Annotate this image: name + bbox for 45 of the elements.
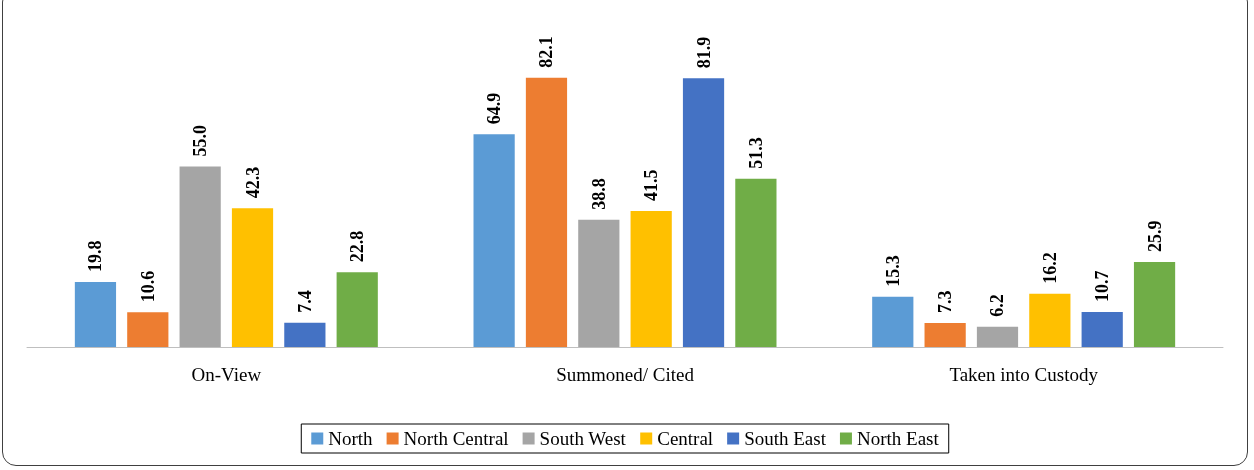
bar <box>872 296 914 347</box>
data-label: 19.8 <box>85 240 106 273</box>
data-label: 22.8 <box>347 230 368 263</box>
bar <box>127 312 169 347</box>
data-label: 64.9 <box>484 92 505 125</box>
x-tick-label: Summoned/ Cited <box>556 364 695 385</box>
data-label: 25.9 <box>1144 220 1165 253</box>
x-tick-label: Taken into Custody <box>949 364 1099 385</box>
bar <box>924 323 966 347</box>
data-label: 41.5 <box>641 169 662 201</box>
data-label: 16.2 <box>1039 252 1060 284</box>
data-label: 42.3 <box>242 166 263 199</box>
bar <box>231 208 274 347</box>
bar <box>1029 293 1071 347</box>
bar <box>1133 262 1176 347</box>
data-label: 7.3 <box>935 290 956 314</box>
bar <box>473 134 515 347</box>
data-label: 7.4 <box>294 290 315 313</box>
bar <box>525 77 568 347</box>
data-label: 10.7 <box>1092 270 1113 302</box>
bar <box>1081 311 1123 347</box>
data-label: 82.1 <box>536 36 557 68</box>
x-tick-label: On-View <box>191 364 262 385</box>
legend-label: North Central <box>403 428 509 449</box>
bar <box>682 78 725 347</box>
legend-label: South West <box>539 428 627 449</box>
data-label: 6.2 <box>987 294 1008 317</box>
data-label: 15.3 <box>882 255 903 287</box>
data-label: 81.9 <box>693 36 714 69</box>
bar <box>735 178 777 347</box>
bar <box>630 210 672 347</box>
legend-label: South East <box>744 428 827 449</box>
data-label: 10.6 <box>137 270 158 303</box>
data-label: 55.0 <box>190 125 211 157</box>
legend-label: North East <box>856 428 940 449</box>
bar <box>284 322 326 347</box>
legend-label: North <box>328 428 374 449</box>
bar <box>179 166 221 347</box>
bar <box>976 326 1019 347</box>
bar <box>578 219 620 347</box>
legend-label: Central <box>657 428 714 449</box>
bar <box>336 272 378 347</box>
bar <box>74 282 117 347</box>
data-label: 51.3 <box>745 137 766 169</box>
data-label: 38.8 <box>588 178 609 210</box>
